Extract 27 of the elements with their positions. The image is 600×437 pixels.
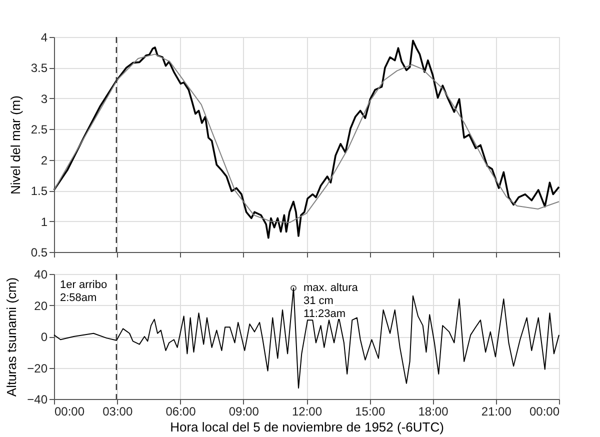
x-tick-label: 00:00 <box>529 404 560 418</box>
x-tick-label: 21:00 <box>481 404 512 418</box>
x-tick-label: 18:00 <box>418 404 449 418</box>
x-axis-title: Hora local del 5 de noviembre de 1952 (-6UTC) <box>170 420 444 434</box>
annotation: 1er arribo 2:58am <box>60 279 108 304</box>
y-tick-label: 2 <box>40 153 48 168</box>
y-tick-label: 1 <box>40 214 48 229</box>
y-tick-label: 4 <box>40 30 48 44</box>
y-tick-label: 20 <box>34 298 48 313</box>
y-tick-label: 3 <box>40 92 48 106</box>
x-tick-label: 15:00 <box>355 404 386 418</box>
y-tick-label: 0 <box>40 330 48 344</box>
y-tick-label: −20 <box>27 361 48 376</box>
annotation: max. altura 31 cm 11:23am <box>304 282 359 320</box>
y-tick-label: 2.5 <box>30 122 48 137</box>
y-tick-label: 0.5 <box>30 246 48 260</box>
x-tick-label: 06:00 <box>166 404 196 418</box>
y-tick-label: 1.5 <box>30 184 48 198</box>
y-tick-label: 3.5 <box>30 61 48 76</box>
x-tick-label: 00:00 <box>54 404 85 418</box>
x-tick-label: 03:00 <box>102 404 133 418</box>
y-tick-label: −40 <box>27 392 48 406</box>
y-tick-label: 40 <box>34 268 48 282</box>
y-axis-title: Nivel del mar (m) <box>8 96 23 194</box>
x-tick-label: 09:00 <box>228 404 260 418</box>
x-tick-label: 12:00 <box>292 404 322 418</box>
y-axis-title: Alturas tsunami (cm) <box>4 277 20 397</box>
